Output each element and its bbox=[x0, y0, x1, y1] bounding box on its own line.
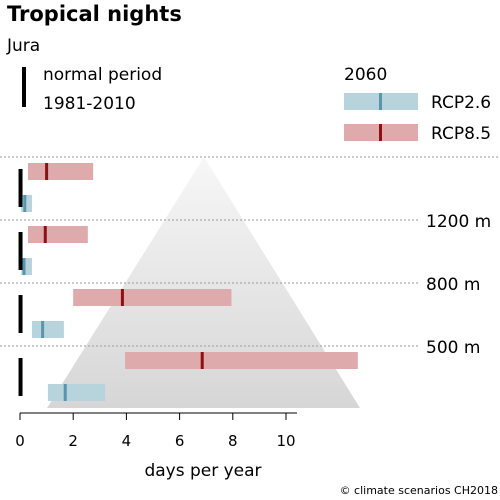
bar-rcp85-1 bbox=[27, 226, 88, 243]
median-rcp26-3 bbox=[63, 384, 67, 401]
bar-rcp26-1 bbox=[21, 258, 32, 275]
chart-marks bbox=[18, 163, 358, 401]
median-rcp26-1 bbox=[22, 258, 26, 275]
legend-rcp85-median bbox=[379, 124, 382, 141]
median-rcp26-0 bbox=[23, 195, 27, 212]
bar-rcp85-0 bbox=[27, 163, 94, 180]
x-axis-ticks: 0 2 4 6 8 10 bbox=[15, 413, 296, 450]
normal-marker-2 bbox=[18, 295, 23, 333]
normal-marker-3 bbox=[18, 358, 23, 396]
source-credit: © climate scenarios CH2018 bbox=[340, 484, 498, 497]
x-tick-label-10: 10 bbox=[276, 432, 295, 450]
normal-marker-1 bbox=[18, 232, 23, 270]
mountain-silhouette bbox=[47, 157, 360, 408]
x-tick-label-8: 8 bbox=[228, 432, 238, 450]
legend-normal-marker bbox=[22, 67, 26, 107]
normal-marker-0 bbox=[18, 169, 23, 207]
legend-rcp26-median bbox=[379, 93, 382, 110]
elevation-label-1200: 1200 m bbox=[426, 212, 491, 232]
bar-rcp26-3 bbox=[47, 384, 106, 401]
legend-normal-label: normal period bbox=[43, 65, 162, 85]
legend-rcp26-label: RCP2.6 bbox=[431, 93, 491, 113]
median-rcp85-0 bbox=[45, 163, 49, 180]
chart-subtitle: Jura bbox=[6, 36, 40, 56]
elevation-label-500: 500 m bbox=[426, 338, 480, 358]
x-tick-label-0: 0 bbox=[15, 432, 25, 450]
median-rcp85-2 bbox=[120, 289, 124, 306]
bar-rcp85-2 bbox=[73, 289, 232, 306]
median-rcp85-1 bbox=[43, 226, 47, 243]
bar-rcp85-3 bbox=[125, 352, 358, 369]
legend-scenario-year: 2060 bbox=[344, 65, 387, 85]
median-rcp26-2 bbox=[41, 321, 45, 338]
median-rcp85-3 bbox=[200, 352, 204, 369]
elevation-label-800: 800 m bbox=[426, 275, 480, 295]
bar-rcp26-2 bbox=[31, 321, 64, 338]
x-tick-label-6: 6 bbox=[175, 432, 185, 450]
legend-rcp85-label: RCP8.5 bbox=[431, 124, 491, 144]
bar-rcp26-0 bbox=[21, 195, 32, 212]
x-tick-label-2: 2 bbox=[68, 432, 78, 450]
x-tick-label-4: 4 bbox=[122, 432, 132, 450]
chart-title: Tropical nights bbox=[7, 2, 182, 26]
x-axis-label: days per year bbox=[144, 461, 261, 481]
legend-normal-period: 1981-2010 bbox=[43, 94, 136, 114]
